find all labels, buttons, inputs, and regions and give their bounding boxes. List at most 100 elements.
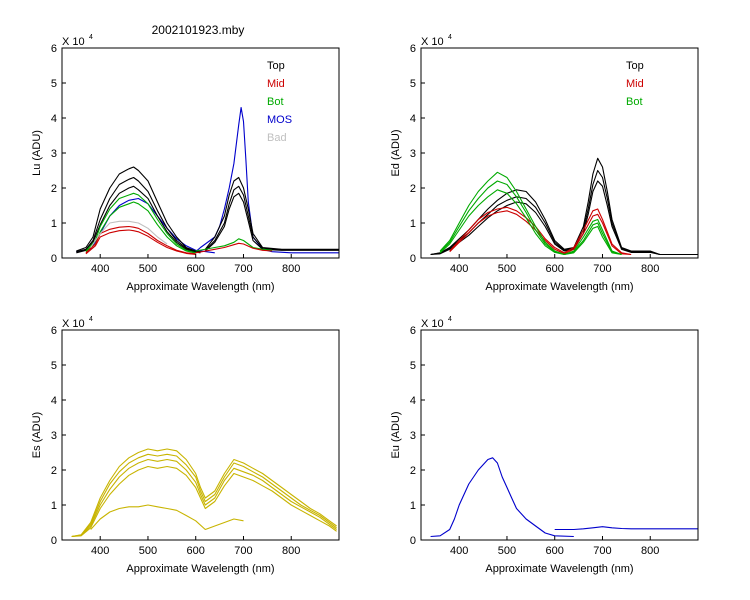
eu-xtick-label: 700 (593, 545, 611, 557)
lu-series-bot-line-0 (85, 192, 196, 254)
eu-xtick-label: 800 (641, 545, 659, 557)
es-xtick-label: 400 (91, 545, 109, 557)
eu-plot-frame (420, 329, 699, 541)
ed-ytick-label: 5 (410, 78, 416, 90)
lu-xtick-label: 600 (187, 263, 205, 275)
ed-series-top-line-2 (430, 180, 698, 256)
eu-ytick-label: 1 (410, 500, 416, 512)
ed-xtick-label: 500 (498, 263, 516, 275)
eu-series-eu-line-0 (430, 457, 574, 538)
lu-ytick-label: 4 (51, 113, 57, 125)
ed-xtick-label: 600 (546, 263, 564, 275)
lu-series-top-line-3 (204, 176, 339, 250)
ed-legend-top: Top (626, 60, 644, 72)
es-multiplier-label: X 10 (62, 318, 85, 330)
lu-multiplier-exponent: 4 (89, 34, 93, 41)
es-chart: 0 1 2 3 4 5 6 400 500 600 700 800 X 10 4 Approximate W… (31, 316, 340, 575)
es-y-axis-label: Es (ADU) (31, 412, 43, 458)
ed-series-top-line-1 (430, 169, 698, 256)
eu-ytick-label: 6 (410, 325, 416, 337)
es-ytick-label: 5 (51, 360, 57, 372)
ed-xtick-label: 400 (450, 263, 468, 275)
es-series-es-line-1 (71, 453, 337, 538)
ed-legend-bot: Bot (626, 96, 643, 108)
lu-xtick-label: 700 (234, 263, 252, 275)
ed-ytick-label: 3 (410, 148, 416, 160)
ed-ytick-label: 6 (410, 43, 416, 55)
eu-xtick-label: 600 (546, 545, 564, 557)
lu-series-bot-line-1 (85, 201, 196, 254)
es-multiplier-exponent: 4 (89, 316, 93, 323)
eu-x-axis-label: Approximate Wavelength (nm) (485, 563, 633, 575)
ed-ytick-label: 4 (410, 113, 416, 125)
ed-xtick-label: 700 (593, 263, 611, 275)
es-series-es-line-4 (90, 504, 244, 531)
lu-xtick-label: 800 (282, 263, 300, 275)
eu-xtick-label: 500 (498, 545, 516, 557)
eu-ytick-label: 0 (410, 535, 416, 547)
lu-xtick-label: 500 (139, 263, 157, 275)
lu-multiplier-label: X 10 (62, 36, 85, 48)
eu-chart: 0 1 2 3 4 5 6 400 500 600 700 800 X 10 4 Approximate W… (390, 316, 699, 575)
es-xtick-label: 600 (187, 545, 205, 557)
es-series-group (71, 448, 337, 538)
eu-y-axis-label: Eu (ADU) (390, 411, 402, 458)
lu-chart: 0 1 2 3 4 5 6 400 500 600 700 800 X 10 4 Approximate W… (31, 34, 340, 293)
lu-ytick-label: 2 (51, 183, 57, 195)
es-ytick-label: 0 (51, 535, 57, 547)
eu-xtick-label: 400 (450, 545, 468, 557)
es-x-axis-label: Approximate Wavelength (nm) (126, 563, 274, 575)
lu-series-mos-line-0 (76, 197, 215, 254)
lu-series-mid-line-1 (85, 229, 196, 256)
ed-y-axis-label: Ed (ADU) (390, 129, 402, 176)
eu-series-group (430, 457, 698, 538)
ed-plot-frame (420, 47, 699, 259)
ed-chart: 0 1 2 3 4 5 6 400 500 600 700 800 X 10 4 Approximate W… (390, 34, 699, 293)
eu-ytick-label: 5 (410, 360, 416, 372)
ed-series-bot-line-1 (439, 180, 622, 256)
lu-series-mid-line-0 (85, 225, 196, 255)
es-ytick-label: 3 (51, 430, 57, 442)
ed-series-bot-line-2 (439, 189, 622, 256)
lu-xtick-label: 400 (91, 263, 109, 275)
lu-ytick-label: 0 (51, 253, 57, 265)
ed-ytick-label: 2 (410, 183, 416, 195)
es-ytick-label: 2 (51, 465, 57, 477)
lu-ytick-label: 1 (51, 218, 57, 230)
lu-series-top-line-0 (76, 166, 201, 253)
lu-y-axis-label: Lu (ADU) (31, 130, 43, 176)
ed-multiplier-exponent: 4 (448, 34, 452, 41)
ed-legend-mid: Mid (626, 78, 644, 90)
lu-series-bot-line-2 (195, 238, 273, 252)
eu-multiplier-label: X 10 (421, 318, 444, 330)
lu-ytick-label: 5 (51, 78, 57, 90)
ed-ytick-label: 1 (410, 218, 416, 230)
lu-series-top-line-2 (76, 185, 201, 254)
ed-series-top-line-0 (430, 157, 698, 256)
lu-series-group (76, 106, 339, 256)
es-series-es-line-0 (71, 448, 337, 538)
es-series-es-line-2 (71, 458, 337, 538)
es-ytick-label: 4 (51, 395, 57, 407)
ed-xtick-label: 800 (641, 263, 659, 275)
lu-legend-bad: Bad (267, 132, 287, 144)
figure-title: 2002101923.mby (152, 23, 245, 37)
ed-series-bot-line-0 (439, 171, 622, 256)
eu-ytick-label: 2 (410, 465, 416, 477)
lu-legend-mid: Mid (267, 78, 285, 90)
eu-ytick-label: 4 (410, 395, 416, 407)
lu-series-top-line-4 (204, 185, 339, 251)
es-xtick-label: 700 (234, 545, 252, 557)
lu-legend-top: Top (267, 60, 285, 72)
es-ytick-label: 6 (51, 325, 57, 337)
es-xtick-label: 800 (282, 545, 300, 557)
es-xtick-label: 500 (139, 545, 157, 557)
es-series-es-line-3 (71, 465, 337, 538)
ed-series-mid-line-1 (449, 210, 632, 256)
lu-series-bad-line-0 (90, 220, 168, 248)
lu-series-mid-line-2 (195, 242, 273, 254)
ed-ytick-label: 0 (410, 253, 416, 265)
es-ytick-label: 1 (51, 500, 57, 512)
ed-x-axis-label: Approximate Wavelength (nm) (485, 281, 633, 293)
